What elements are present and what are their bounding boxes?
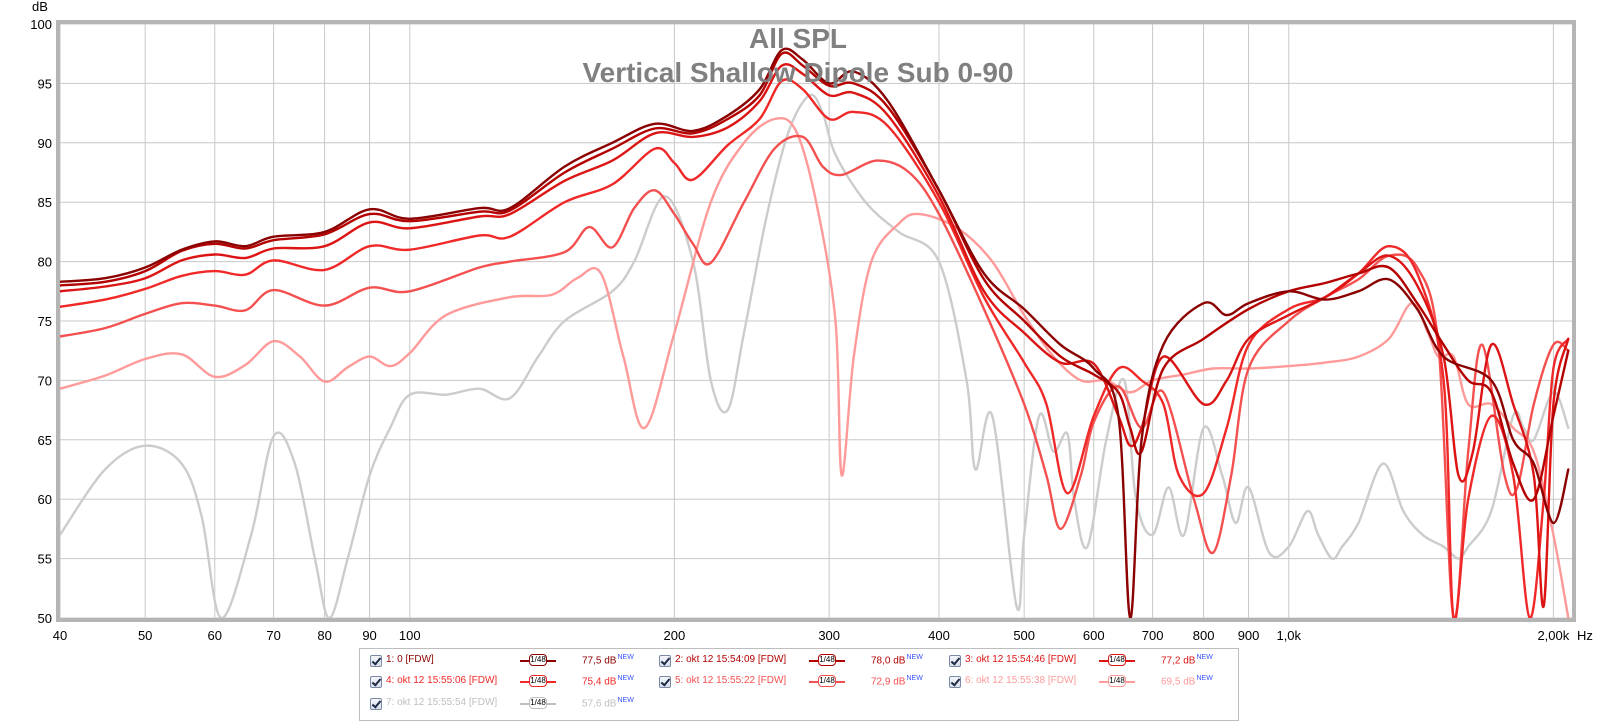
legend-label: 2: okt 12 15:54:09 [FDW]: [675, 654, 787, 665]
legend-level: 57,6 dBNEW: [582, 697, 634, 710]
legend-level: 78,0 dBNEW: [871, 654, 923, 667]
y-tick-label: 70: [38, 373, 52, 388]
legend-label: 5: okt 12 15:55:22 [FDW]: [675, 675, 787, 686]
legend-item: 4: okt 12 15:55:06 [FDW] 1/48 75,4 dBNEW: [370, 672, 650, 692]
smoothing-button[interactable]: 1/48: [520, 652, 556, 668]
y-tick-label: 75: [38, 314, 52, 329]
x-tick-label: 200: [664, 628, 686, 643]
series-line-4: [60, 78, 1570, 618]
legend-checkbox[interactable]: [370, 676, 382, 688]
smoothing-label: 1/48: [529, 697, 547, 709]
legend-item: 6: okt 12 15:55:38 [FDW] 1/48 69,5 dBNEW: [949, 672, 1229, 692]
new-badge: NEW: [1196, 675, 1213, 682]
new-badge: NEW: [906, 675, 923, 682]
legend-checkbox[interactable]: [370, 698, 382, 710]
y-axis-unit: dB: [32, 0, 48, 14]
legend-label: 1: 0 [FDW]: [386, 654, 434, 665]
x-tick-label: 40: [53, 628, 67, 643]
chart-subtitle: Vertical Shallow Dipole Sub 0-90: [582, 57, 1013, 88]
smoothing-label: 1/48: [1108, 654, 1126, 666]
new-badge: NEW: [617, 697, 634, 704]
smoothing-label: 1/48: [529, 654, 547, 666]
new-badge: NEW: [617, 654, 634, 661]
x-tick-label: 900: [1238, 628, 1260, 643]
series-line-6: [60, 116, 1570, 618]
smoothing-label: 1/48: [1108, 675, 1126, 687]
x-tick-label: 100: [399, 628, 421, 643]
series-line-1: [60, 47, 1570, 618]
legend-label: 6: okt 12 15:55:38 [FDW]: [965, 675, 1077, 686]
y-tick-labels: 50 55 60 65 70 75 80 85 90 95 100: [30, 17, 52, 626]
y-tick-label: 100: [30, 17, 52, 32]
smoothing-label: 1/48: [529, 675, 547, 687]
x-tick-labels: 40 50 60 70 80 90 100 200 300 400 500 600 700 800 900 1…: [53, 628, 1570, 643]
y-tick-label: 90: [38, 136, 52, 151]
x-tick-label: 700: [1142, 628, 1164, 643]
legend-item: 1: 0 [FDW] 1/48 77,5 dBNEW: [370, 651, 650, 671]
legend-item: 3: okt 12 15:54:46 [FDW] 1/48 77,2 dBNEW: [949, 651, 1229, 671]
x-tick-label: 90: [362, 628, 376, 643]
y-tick-label: 95: [38, 76, 52, 91]
legend-checkbox[interactable]: [949, 655, 961, 667]
smoothing-button[interactable]: 1/48: [809, 673, 845, 689]
x-tick-label: 300: [818, 628, 840, 643]
x-tick-label: 600: [1083, 628, 1105, 643]
legend-checkbox[interactable]: [949, 676, 961, 688]
smoothing-button[interactable]: 1/48: [1099, 673, 1135, 689]
smoothing-button[interactable]: 1/48: [520, 673, 556, 689]
smoothing-button[interactable]: 1/48: [809, 652, 845, 668]
y-tick-label: 80: [38, 255, 52, 270]
x-tick-label: 2,00k: [1537, 628, 1569, 643]
series-line-7: [60, 93, 1570, 618]
legend-checkbox[interactable]: [370, 655, 382, 667]
y-tick-label: 50: [38, 611, 52, 626]
legend-label: 3: okt 12 15:54:46 [FDW]: [965, 654, 1077, 665]
x-tick-label: 400: [928, 628, 950, 643]
smoothing-label: 1/48: [818, 675, 836, 687]
legend-label: 4: okt 12 15:55:06 [FDW]: [386, 675, 498, 686]
y-tick-label: 55: [38, 552, 52, 567]
y-tick-label: 85: [38, 195, 52, 210]
x-axis-unit: Hz: [1577, 628, 1593, 643]
new-badge: NEW: [906, 654, 923, 661]
legend-item: 7: okt 12 15:55:54 [FDW] 1/48 57,6 dBNEW: [370, 694, 650, 714]
x-tick-label: 70: [266, 628, 280, 643]
legend-level: 77,5 dBNEW: [582, 654, 634, 667]
series-line-3: [60, 63, 1570, 608]
y-tick-label: 60: [38, 492, 52, 507]
legend-level: 77,2 dBNEW: [1161, 654, 1213, 667]
new-badge: NEW: [1196, 654, 1213, 661]
legend-level: 75,4 dBNEW: [582, 675, 634, 688]
chart-title: All SPL: [749, 23, 847, 54]
x-tick-label: 80: [317, 628, 331, 643]
x-tick-label: 60: [208, 628, 222, 643]
legend-label: 7: okt 12 15:55:54 [FDW]: [386, 697, 498, 708]
plot-frame: [56, 20, 1576, 622]
smoothing-button[interactable]: 1/48: [1099, 652, 1135, 668]
legend-checkbox[interactable]: [659, 676, 671, 688]
x-tick-label: 800: [1193, 628, 1215, 643]
legend-checkbox[interactable]: [659, 655, 671, 667]
legend-item: 2: okt 12 15:54:09 [FDW] 1/48 78,0 dBNEW: [659, 651, 939, 671]
y-tick-label: 65: [38, 433, 52, 448]
legend-item: 5: okt 12 15:55:22 [FDW] 1/48 72,9 dBNEW: [659, 672, 939, 692]
smoothing-button[interactable]: 1/48: [520, 695, 556, 711]
legend-level: 72,9 dBNEW: [871, 675, 923, 688]
smoothing-label: 1/48: [818, 654, 836, 666]
series-line-5: [60, 134, 1570, 618]
new-badge: NEW: [617, 675, 634, 682]
x-tick-label: 50: [138, 628, 152, 643]
series-group: [60, 47, 1570, 618]
x-tick-label: 500: [1013, 628, 1035, 643]
legend-level: 69,5 dBNEW: [1161, 675, 1213, 688]
legend: 1: 0 [FDW] 1/48 77,5 dBNEW 2: okt 12 15:54:…: [359, 648, 1239, 721]
x-tick-label: 1,0k: [1276, 628, 1301, 643]
